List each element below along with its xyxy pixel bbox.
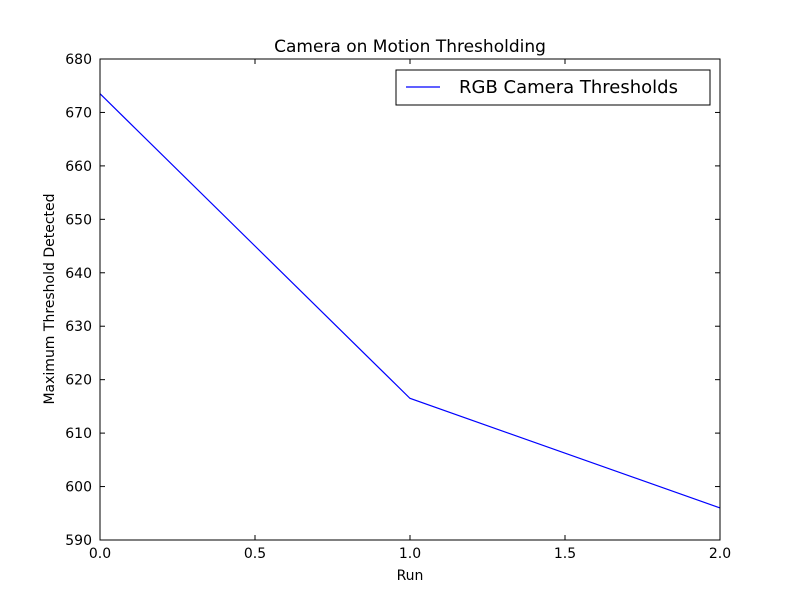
series-layer [99, 93, 721, 509]
y-tick-label: 600 [65, 480, 92, 496]
y-tick-label: 610 [65, 426, 92, 442]
x-tick-label: 1.5 [554, 546, 576, 562]
series-line [99, 93, 721, 509]
x-tick-label: 1.0 [399, 546, 421, 562]
y-tick-label: 650 [65, 212, 92, 228]
x-tick-label: 0.0 [89, 546, 111, 562]
x-tick-label: 2.0 [709, 546, 731, 562]
y-tick-label: 590 [65, 533, 92, 549]
chart-title: Camera on Motion Thresholding [274, 37, 546, 57]
plot-frame [99, 58, 721, 541]
y-tick-label: 630 [65, 319, 92, 335]
legend-box [395, 69, 711, 106]
legend-label: RGB Camera Thresholds [459, 77, 678, 98]
axis-ticks: 0.0 0.5 1.0 1.5 2.0 590 600 610 620 630 640 650 660 6… [65, 52, 731, 562]
y-tick-label: 640 [65, 266, 92, 282]
y-tick-label: 680 [65, 52, 92, 68]
x-tick-label: 0.5 [244, 546, 266, 562]
y-tick-label: 670 [65, 105, 92, 121]
y-tick-label: 660 [65, 159, 92, 175]
y-tick-label: 620 [65, 373, 92, 389]
y-axis-label: Maximum Threshold Detected [42, 193, 58, 404]
legend: RGB Camera Thresholds [395, 69, 711, 106]
x-axis-label: Run [397, 568, 424, 584]
